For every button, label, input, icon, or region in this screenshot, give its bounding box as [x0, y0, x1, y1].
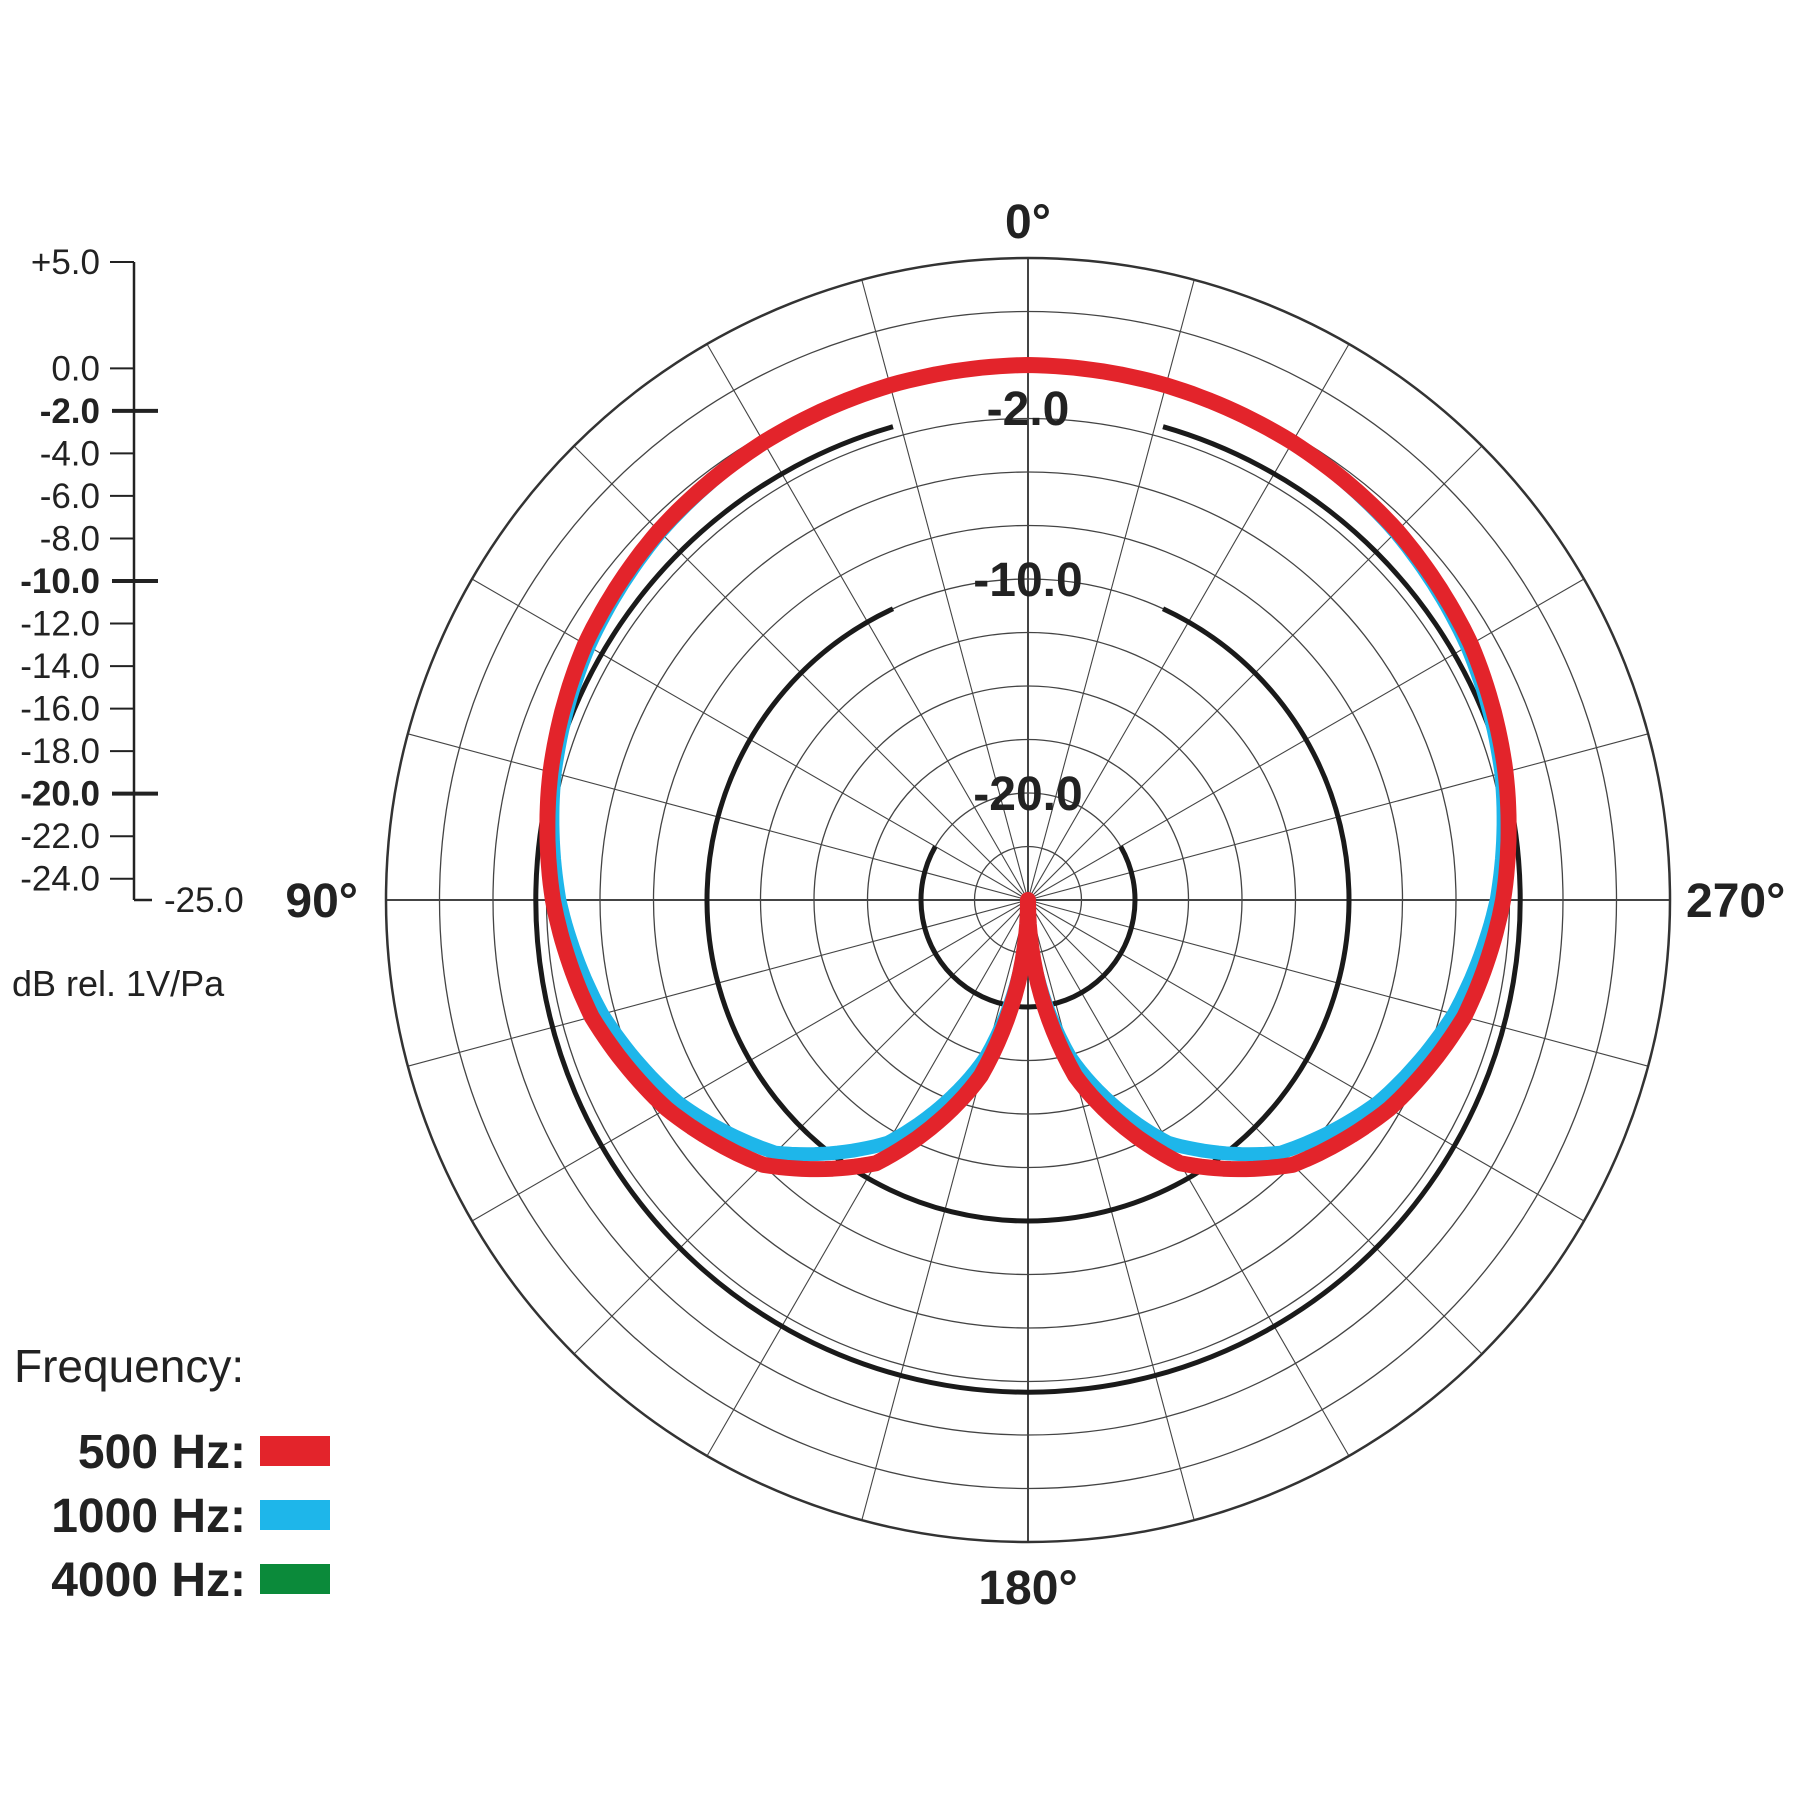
bold-ring [704, 606, 1352, 1224]
scale-tick-label: -2.0 [40, 392, 100, 431]
ring-label: -20.0 [973, 768, 1082, 821]
scale-tick-label: -12.0 [20, 605, 100, 644]
scale-tick-label: -20.0 [20, 775, 100, 814]
curve-500-hz [539, 357, 1517, 1178]
scale-tick-label: 0.0 [51, 349, 100, 388]
scale-tick-label: -24.0 [20, 860, 100, 899]
legend-swatch [260, 1564, 330, 1594]
scale-tick-label: -18.0 [20, 732, 100, 771]
bold-ring [918, 845, 1138, 1010]
polar-curves [539, 357, 1517, 1178]
legend-label: 500 Hz: [78, 1426, 246, 1479]
legend-swatch [260, 1436, 330, 1466]
angle-label-90: 90° [285, 875, 358, 928]
angle-label-180: 180° [978, 1562, 1077, 1615]
scale-tick-label: -14.0 [20, 647, 100, 686]
scale-tick-label: -4.0 [40, 434, 100, 473]
scale-tick-label: -16.0 [20, 690, 100, 729]
angle-label-0: 0° [1005, 196, 1051, 249]
legend-label: 1000 Hz: [51, 1490, 246, 1543]
scale-tick-label: -22.0 [20, 817, 100, 856]
legend-title: Frequency: [14, 1340, 244, 1392]
scale-tick-label: -10.0 [20, 562, 100, 601]
db-scale: +5.0 0.0 -2.0-4.0 -6.0-8.0 -10.0 -12.0-14.0 -1… [20, 243, 244, 920]
outer-ring [384, 256, 1672, 1544]
legend-label: 4000 Hz: [51, 1554, 246, 1607]
ring-label: -10.0 [973, 554, 1082, 607]
scale-tick-label: -6.0 [40, 477, 100, 516]
scale-tick-label: +5.0 [31, 243, 100, 282]
angle-label-270: 270° [1686, 875, 1785, 928]
angle-labels: 0° 90° 180° 270° [285, 196, 1785, 1615]
scale-tick-label: -8.0 [40, 519, 100, 558]
legend-swatch [260, 1500, 330, 1530]
scale-bottom-label: -25.0 [164, 881, 244, 920]
legend: 500 Hz: 1000 Hz: 4000 Hz: [51, 1426, 330, 1607]
unit-label: dB rel. 1V/Pa [12, 963, 225, 1004]
ring-label: -2.0 [987, 383, 1070, 436]
